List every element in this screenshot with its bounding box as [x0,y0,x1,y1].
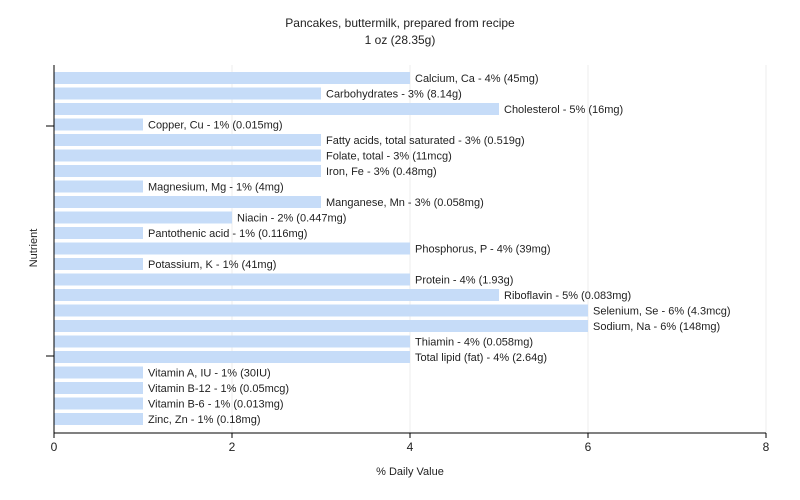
x-tick-label: 8 [763,440,770,454]
bar-label: Riboflavin - 5% (0.083mg) [504,290,631,302]
bar [54,366,143,379]
chart-subtitle: 1 oz (28.35g) [364,33,436,47]
chart-title: Pancakes, buttermilk, prepared from reci… [285,16,515,30]
bar-label: Vitamin B-12 - 1% (0.05mcg) [148,383,289,395]
bar-label: Vitamin A, IU - 1% (30IU) [148,368,271,380]
bar [54,273,410,286]
bar [54,118,143,131]
bar [54,351,410,363]
bar [54,134,321,146]
bar-label: Cholesterol - 5% (16mg) [504,104,623,116]
bar [54,149,321,162]
bar [54,413,143,425]
bar [54,304,588,317]
bar-label: Magnesium, Mg - 1% (4mg) [148,182,284,194]
bar-label: Manganese, Mn - 3% (0.058mg) [326,197,484,209]
bar [54,180,143,193]
bar [54,320,588,332]
x-axis-label: % Daily Value [376,466,444,478]
bar [54,196,321,208]
bar [54,335,410,348]
bar-label: Iron, Fe - 3% (0.48mg) [326,166,437,178]
bar [54,242,410,255]
bar [54,397,143,410]
bar-label: Vitamin B-6 - 1% (0.013mg) [148,399,284,411]
bar-label: Copper, Cu - 1% (0.015mg) [148,120,283,132]
bar [54,211,232,224]
bar [54,258,143,270]
bar [54,227,143,239]
x-tick-label: 0 [51,440,58,454]
x-tick-label: 2 [229,440,236,454]
bar-label: Carbohydrates - 3% (8.14g) [326,89,462,101]
bar [54,87,321,100]
bar-label: Calcium, Ca - 4% (45mg) [415,73,538,85]
bar [54,165,321,177]
bar-label: Zinc, Zn - 1% (0.18mg) [148,414,260,426]
bar-label: Total lipid (fat) - 4% (2.64g) [415,352,547,364]
bar-label: Pantothenic acid - 1% (0.116mg) [148,228,307,240]
x-tick-label: 4 [407,440,414,454]
bar-label: Selenium, Se - 6% (4.3mcg) [593,306,731,318]
bar-label: Phosphorus, P - 4% (39mg) [415,244,551,256]
bar-label: Potassium, K - 1% (41mg) [148,259,276,271]
bar [54,72,410,84]
bar-label: Niacin - 2% (0.447mg) [237,213,346,225]
bar-label: Protein - 4% (1.93g) [415,275,513,287]
bar-label: Folate, total - 3% (11mcg) [326,151,452,163]
bar [54,382,143,394]
bar-label: Thiamin - 4% (0.058mg) [415,337,533,349]
bar [54,289,499,301]
bar-label: Sodium, Na - 6% (148mg) [593,321,720,333]
bar [54,103,499,115]
x-tick-label: 6 [585,440,592,454]
bar-label: Fatty acids, total saturated - 3% (0.519… [326,135,525,147]
